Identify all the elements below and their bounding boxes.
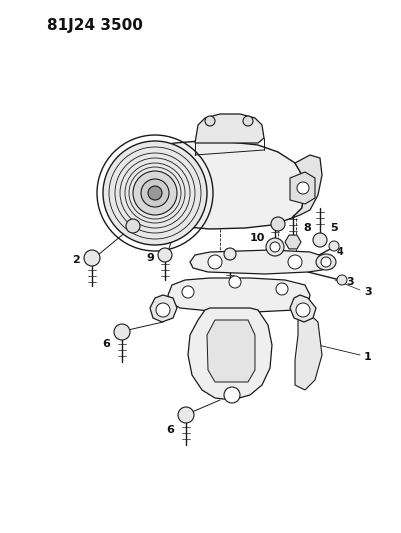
Polygon shape <box>190 250 323 274</box>
Circle shape <box>223 387 239 403</box>
Text: 6: 6 <box>166 425 174 435</box>
Circle shape <box>275 283 287 295</box>
Text: 2: 2 <box>72 255 80 265</box>
Polygon shape <box>289 172 314 204</box>
Polygon shape <box>194 114 263 143</box>
Text: 1: 1 <box>363 352 371 362</box>
Polygon shape <box>289 295 315 322</box>
Circle shape <box>312 233 326 247</box>
Text: 10: 10 <box>249 233 264 243</box>
Polygon shape <box>207 320 254 382</box>
Text: 9: 9 <box>146 253 154 263</box>
Polygon shape <box>168 278 309 312</box>
Circle shape <box>103 141 207 245</box>
Text: 6: 6 <box>102 339 110 349</box>
Text: 5: 5 <box>329 223 337 233</box>
Circle shape <box>156 303 170 317</box>
Circle shape <box>328 241 338 251</box>
Circle shape <box>158 248 172 262</box>
Polygon shape <box>150 295 176 322</box>
Circle shape <box>84 250 100 266</box>
Circle shape <box>269 242 279 252</box>
Circle shape <box>320 257 330 267</box>
Circle shape <box>265 238 283 256</box>
Text: 3: 3 <box>345 277 353 287</box>
Circle shape <box>242 116 252 126</box>
Polygon shape <box>294 310 321 390</box>
Circle shape <box>229 276 241 288</box>
Text: 81J24 3500: 81J24 3500 <box>47 18 142 33</box>
Circle shape <box>287 255 301 269</box>
Circle shape <box>295 303 309 317</box>
Polygon shape <box>284 235 300 249</box>
Circle shape <box>141 179 168 207</box>
Text: 3: 3 <box>363 287 371 297</box>
Circle shape <box>178 407 194 423</box>
Circle shape <box>182 286 194 298</box>
Text: 8: 8 <box>302 223 310 233</box>
Circle shape <box>133 171 176 215</box>
Circle shape <box>336 275 346 285</box>
Circle shape <box>205 116 215 126</box>
Text: 4: 4 <box>336 247 343 257</box>
Ellipse shape <box>315 254 335 270</box>
Polygon shape <box>188 308 271 400</box>
Circle shape <box>223 248 235 260</box>
Text: 7: 7 <box>212 257 219 267</box>
Circle shape <box>114 324 130 340</box>
Circle shape <box>126 219 140 233</box>
Polygon shape <box>108 141 303 229</box>
Circle shape <box>148 186 162 200</box>
Circle shape <box>207 255 221 269</box>
Polygon shape <box>291 155 321 218</box>
Circle shape <box>270 217 284 231</box>
Circle shape <box>296 182 308 194</box>
